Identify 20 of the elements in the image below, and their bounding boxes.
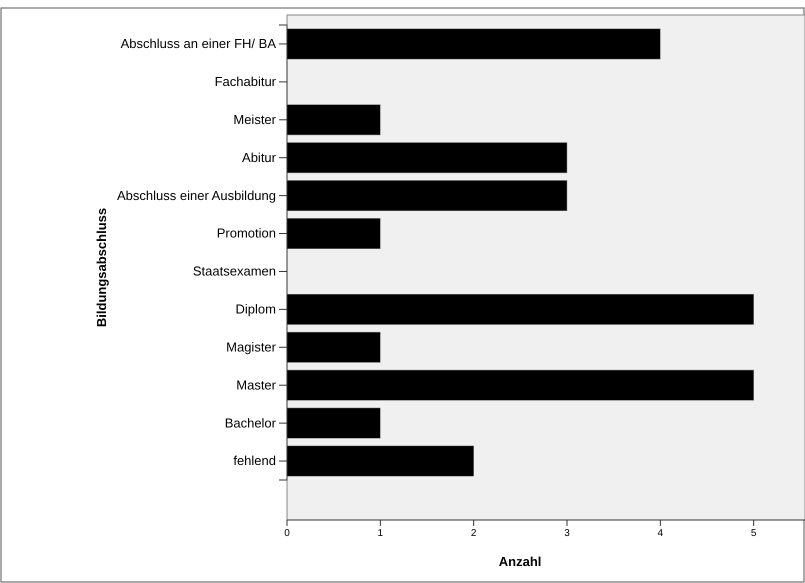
x-tick-label: 5 — [750, 528, 757, 540]
x-tick-label: 4 — [658, 528, 664, 540]
y-tick-label: Abschluss an einer FH/ BA — [120, 36, 276, 52]
y-tick-label: Bachelor — [224, 415, 277, 430]
x-tick-label: 1 — [378, 528, 384, 540]
y-tick-label: Diplom — [236, 302, 276, 317]
y-tick-label: Fachabitur — [214, 74, 277, 90]
x-tick-label: 3 — [564, 528, 570, 540]
y-tick-label: Abschluss einer Ausbildung — [117, 188, 276, 203]
y-tick-label: Meister — [233, 112, 277, 127]
x-axis-title: Anzahl — [498, 554, 542, 569]
y-tick-label: Abitur — [242, 150, 277, 165]
y-axis-title: Bildungsabschluss — [94, 208, 109, 328]
x-tick-label: 0 — [284, 528, 290, 540]
y-tick-label: Magister — [226, 339, 277, 354]
y-tick-label: Staatsexamen — [192, 264, 276, 279]
y-tick-label: Master — [236, 377, 277, 392]
y-tick-label: fehlend — [233, 453, 276, 468]
x-tick-label: 2 — [470, 528, 477, 540]
y-tick-label: Promotion — [216, 226, 276, 241]
